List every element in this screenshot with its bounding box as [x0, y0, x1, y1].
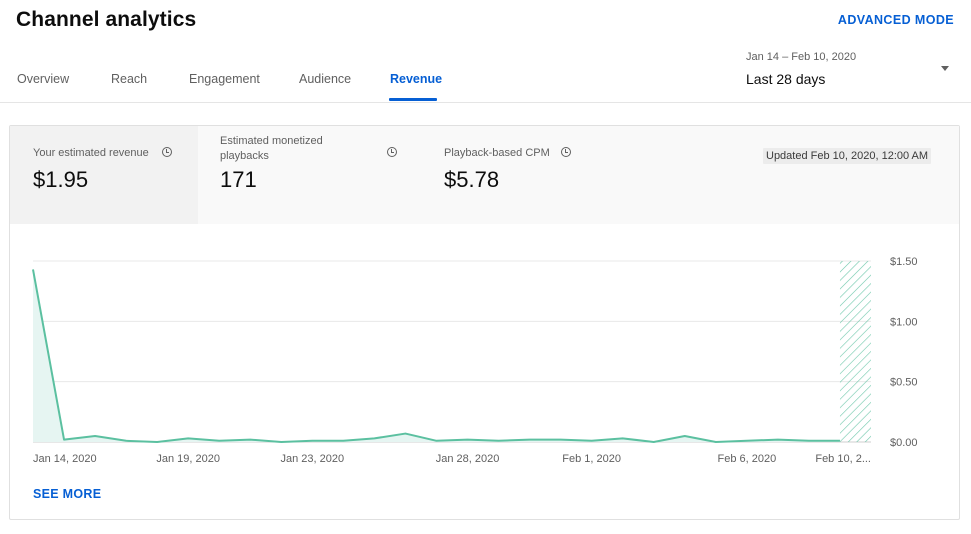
data-point[interactable] [525, 435, 535, 445]
data-point[interactable] [742, 436, 752, 446]
data-point[interactable] [28, 264, 38, 274]
data-point[interactable] [773, 435, 783, 445]
tab-engagement[interactable]: Engagement [189, 72, 260, 86]
data-point[interactable] [369, 433, 379, 443]
data-point[interactable] [59, 435, 69, 445]
y-tick-label: $0.50 [890, 377, 918, 389]
date-range: Jan 14 – Feb 10, 2020 [746, 51, 857, 63]
clock-icon[interactable] [561, 147, 571, 157]
tab-audience[interactable]: Audience [299, 72, 352, 86]
data-point[interactable] [152, 437, 162, 447]
metric-label: Your estimated revenue [33, 147, 149, 159]
x-tick-label: Feb 10, 2... [815, 453, 871, 465]
period-selector[interactable]: Last 28 days [746, 71, 826, 87]
metric-monetized-playbacks[interactable]: Estimated monetized playbacks 171 [198, 126, 414, 224]
data-point[interactable] [649, 437, 659, 447]
data-point[interactable] [183, 433, 193, 443]
data-point[interactable] [245, 435, 255, 445]
data-point[interactable] [400, 429, 410, 439]
see-more-button[interactable]: SEE MORE [33, 487, 102, 501]
x-tick-label: Feb 1, 2020 [562, 453, 621, 465]
x-tick-label: Jan 28, 2020 [436, 453, 500, 465]
data-point[interactable] [711, 437, 721, 447]
data-point[interactable] [338, 436, 348, 446]
data-point[interactable] [307, 436, 317, 446]
clock-icon[interactable] [387, 147, 397, 157]
x-tick-label: Jan 23, 2020 [281, 453, 345, 465]
incomplete-data-hatch [839, 261, 871, 442]
revenue-line [32, 269, 840, 443]
x-tick-label: Jan 14, 2020 [33, 453, 97, 465]
data-point[interactable] [680, 431, 690, 441]
advanced-mode-link[interactable]: ADVANCED MODE [837, 13, 954, 27]
clock-icon[interactable] [162, 147, 172, 157]
tab-reach[interactable]: Reach [111, 72, 148, 86]
data-point[interactable] [494, 436, 504, 446]
data-point[interactable] [431, 436, 441, 446]
metric-label-line-1: Estimated monetized [220, 135, 323, 147]
metric-value: $1.95 [33, 167, 89, 192]
revenue-area [33, 269, 840, 442]
metric-label-line-2: playbacks [220, 150, 269, 162]
tab-revenue[interactable]: Revenue [390, 72, 443, 86]
page-title: Channel analytics [16, 8, 197, 31]
data-point[interactable] [618, 433, 628, 443]
metric-label: Playback-based CPM [444, 147, 550, 159]
data-point[interactable] [121, 436, 131, 446]
metric-value: 171 [220, 167, 257, 192]
tab-overview[interactable]: Overview [17, 72, 70, 86]
data-point[interactable] [804, 436, 814, 446]
x-tick-label: Jan 19, 2020 [156, 453, 220, 465]
data-point[interactable] [276, 437, 286, 447]
active-tab-indicator [389, 98, 437, 101]
data-point[interactable] [587, 436, 597, 446]
header-divider [0, 102, 971, 103]
y-tick-label: $1.50 [890, 256, 918, 268]
updated-badge: Updated Feb 10, 2020, 12:00 AM [763, 148, 932, 164]
data-point[interactable] [835, 436, 845, 446]
data-point[interactable] [556, 435, 566, 445]
metric-playback-cpm[interactable]: Playback-based CPM $5.78 [424, 126, 624, 224]
metric-value: $5.78 [444, 167, 500, 192]
data-point[interactable] [214, 436, 224, 446]
x-tick-label: Feb 6, 2020 [717, 453, 776, 465]
data-point[interactable] [90, 431, 100, 441]
data-point[interactable] [463, 435, 473, 445]
y-tick-label: $0.00 [890, 437, 918, 449]
caret-down-icon[interactable] [941, 66, 949, 71]
metric-estimated-revenue[interactable]: Your estimated revenue $1.95 [10, 126, 198, 224]
y-tick-label: $1.00 [890, 316, 918, 328]
